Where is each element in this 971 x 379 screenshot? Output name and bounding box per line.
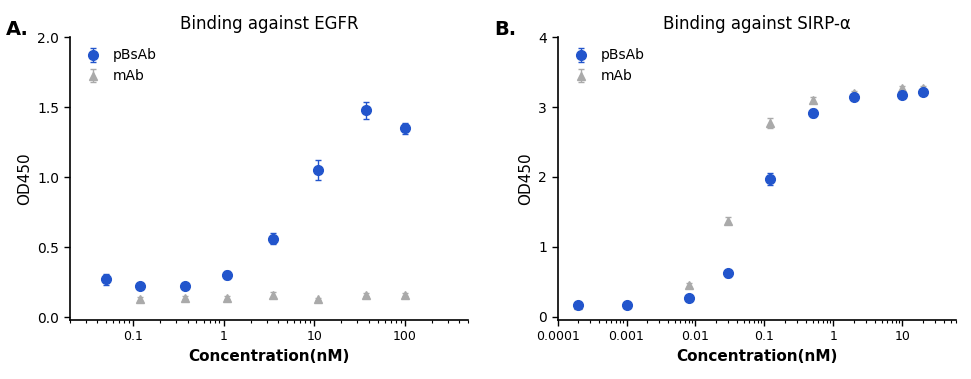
Title: Binding against SIRP-α: Binding against SIRP-α [663, 15, 851, 33]
X-axis label: Concentration(nM): Concentration(nM) [188, 349, 350, 364]
Legend: pBsAb, mAb: pBsAb, mAb [77, 44, 161, 88]
Y-axis label: OD450: OD450 [17, 152, 32, 205]
Legend: pBsAb, mAb: pBsAb, mAb [564, 44, 649, 88]
Y-axis label: OD450: OD450 [518, 152, 533, 205]
Title: Binding against EGFR: Binding against EGFR [180, 15, 358, 33]
Text: A.: A. [6, 20, 29, 39]
X-axis label: Concentration(nM): Concentration(nM) [676, 349, 837, 364]
Text: B.: B. [494, 20, 516, 39]
